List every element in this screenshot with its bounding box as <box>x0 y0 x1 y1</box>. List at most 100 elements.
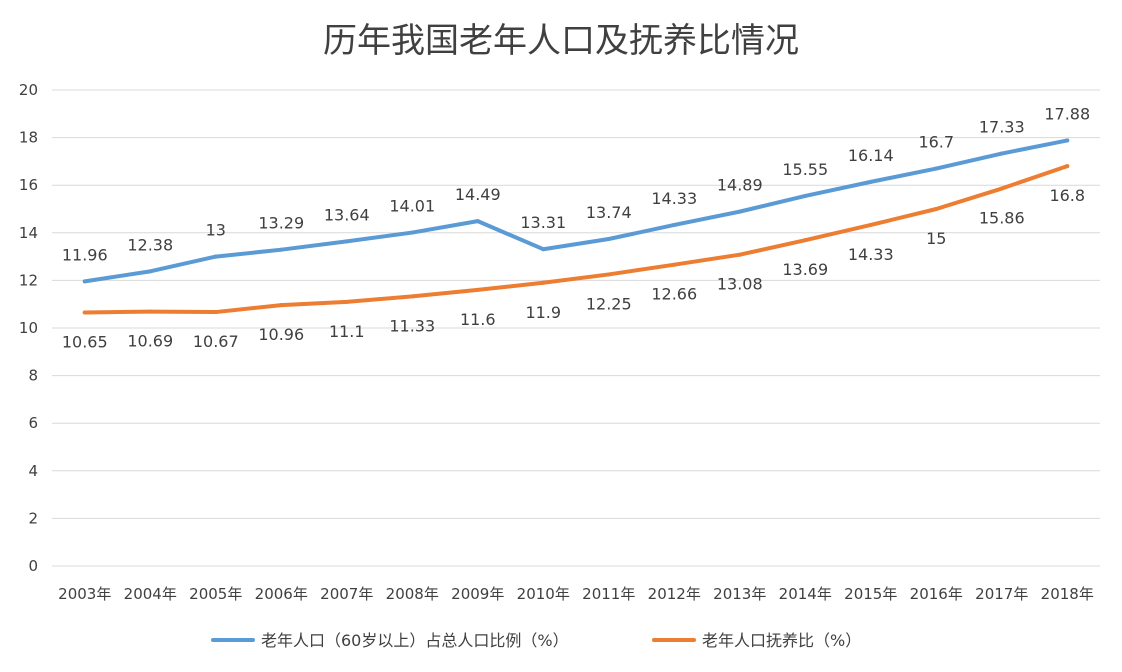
x-tick-label: 2014年 <box>779 585 832 603</box>
data-point <box>279 247 284 252</box>
data-point <box>475 219 480 224</box>
y-tick-label: 0 <box>28 557 38 575</box>
x-tick-label: 2003年 <box>58 585 111 603</box>
data-label: 16.8 <box>1049 186 1085 205</box>
data-label: 16.7 <box>918 133 954 152</box>
data-label: 11.96 <box>62 245 108 264</box>
y-tick-label: 10 <box>19 319 38 337</box>
data-point <box>672 222 677 227</box>
x-tick-label: 2009年 <box>451 585 504 603</box>
data-label: 12.25 <box>586 294 632 313</box>
data-label: 17.88 <box>1044 104 1090 123</box>
data-point <box>868 179 873 184</box>
data-label: 10.69 <box>127 332 173 351</box>
data-point <box>213 254 218 259</box>
data-labels: 11.96 12.38 13 13.29 13.64 14.01 14.49 13.31 13.… <box>62 104 1090 351</box>
series-lines <box>82 138 1070 315</box>
data-label: 12.66 <box>651 285 697 304</box>
data-label: 11.6 <box>460 310 496 329</box>
y-tick-label: 16 <box>19 176 38 194</box>
data-label: 13.74 <box>586 203 632 222</box>
data-label: 14.33 <box>651 189 697 208</box>
data-point <box>148 269 153 274</box>
data-point <box>934 207 939 211</box>
data-label: 10.67 <box>193 332 239 351</box>
data-point <box>672 262 677 267</box>
data-point <box>279 303 284 308</box>
data-label: 14.89 <box>717 176 763 195</box>
y-tick-label: 4 <box>28 462 38 480</box>
data-label: 14.01 <box>389 197 435 216</box>
x-tick-label: 2011年 <box>582 585 635 603</box>
data-point <box>934 166 939 171</box>
data-point <box>868 222 873 227</box>
data-point <box>1065 138 1070 143</box>
legend-label: 老年人口（60岁以上）占总人口比例（%） <box>261 631 569 650</box>
y-axis-ticks: 0 2 4 6 8 10 12 14 16 18 20 <box>19 81 38 575</box>
x-tick-label: 2004年 <box>124 585 177 603</box>
data-label: 11.1 <box>329 322 365 341</box>
data-label: 11.33 <box>389 316 435 335</box>
series-line-0 <box>82 138 1070 284</box>
x-tick-label: 2005年 <box>189 585 242 603</box>
data-label: 17.33 <box>979 118 1025 137</box>
y-tick-label: 18 <box>19 129 38 147</box>
y-tick-label: 2 <box>28 509 38 527</box>
data-point <box>148 309 153 314</box>
data-point <box>344 299 349 304</box>
data-point <box>475 287 480 292</box>
gridlines <box>52 89 1100 567</box>
y-tick-label: 6 <box>28 414 38 432</box>
y-tick-label: 20 <box>19 81 38 99</box>
x-tick-label: 2007年 <box>320 585 373 603</box>
data-point <box>344 239 349 244</box>
x-tick-label: 2006年 <box>255 585 308 603</box>
data-label: 10.96 <box>258 325 304 344</box>
data-point <box>82 279 87 284</box>
data-label: 10.65 <box>62 333 108 352</box>
data-point <box>999 186 1004 191</box>
y-tick-label: 12 <box>19 271 38 289</box>
x-tick-label: 2013年 <box>713 585 766 603</box>
data-point <box>737 252 742 257</box>
data-label: 15 <box>926 229 946 248</box>
data-label: 11.9 <box>525 303 561 322</box>
data-point <box>606 272 611 277</box>
x-tick-label: 2018年 <box>1041 585 1094 603</box>
y-tick-label: 14 <box>19 224 38 242</box>
data-point <box>410 230 415 235</box>
data-label: 13.69 <box>782 260 828 279</box>
data-label: 12.38 <box>127 235 173 254</box>
data-label: 16.14 <box>848 146 894 165</box>
data-label: 15.55 <box>782 160 828 179</box>
data-point <box>410 294 415 299</box>
y-tick-label: 8 <box>28 367 38 385</box>
data-label: 15.86 <box>979 209 1025 228</box>
series-line-1 <box>82 164 1070 315</box>
x-axis-ticks: 2003年 2004年 2005年 2006年 2007年 2008年 2009年 2010年… <box>58 585 1094 603</box>
data-label: 13.29 <box>258 214 304 233</box>
x-tick-label: 2016年 <box>910 585 963 603</box>
data-point <box>737 209 742 214</box>
legend-label: 老年人口抚养比（%） <box>702 631 861 650</box>
legend: 老年人口（60岁以上）占总人口比例（%） 老年人口抚养比（%） <box>211 631 861 650</box>
data-label: 14.49 <box>455 185 501 204</box>
data-point <box>1065 164 1070 169</box>
data-label: 13 <box>206 221 226 240</box>
data-point <box>803 238 808 243</box>
data-label: 13.64 <box>324 205 370 224</box>
data-point <box>541 280 546 285</box>
data-point <box>803 193 808 198</box>
x-tick-label: 2015年 <box>844 585 897 603</box>
x-tick-label: 2010年 <box>517 585 570 603</box>
x-tick-label: 2017年 <box>975 585 1028 603</box>
data-point <box>213 310 218 315</box>
x-tick-label: 2008年 <box>386 585 439 603</box>
data-point <box>82 310 87 315</box>
data-point <box>999 151 1004 156</box>
data-label: 14.33 <box>848 245 894 264</box>
chart-title: 历年我国老年人口及抚养比情况 <box>323 21 799 61</box>
data-label: 13.08 <box>717 275 763 294</box>
data-label: 13.31 <box>520 213 566 232</box>
